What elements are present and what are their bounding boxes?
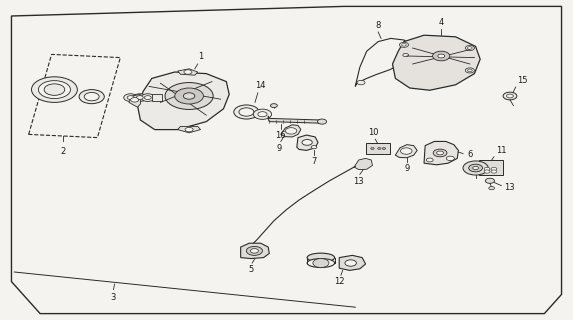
- Circle shape: [311, 146, 317, 149]
- Polygon shape: [11, 6, 562, 314]
- Circle shape: [399, 42, 409, 47]
- Circle shape: [253, 109, 272, 119]
- Circle shape: [382, 148, 386, 149]
- Circle shape: [270, 104, 277, 108]
- Circle shape: [258, 112, 267, 117]
- Circle shape: [79, 90, 104, 104]
- Circle shape: [357, 80, 365, 85]
- Circle shape: [84, 92, 99, 101]
- Circle shape: [127, 96, 134, 100]
- Circle shape: [184, 70, 192, 74]
- Circle shape: [250, 249, 258, 253]
- Circle shape: [185, 127, 193, 132]
- Polygon shape: [339, 255, 366, 270]
- Circle shape: [446, 156, 454, 161]
- Circle shape: [484, 167, 490, 171]
- Polygon shape: [355, 38, 411, 86]
- Circle shape: [473, 166, 478, 170]
- Text: 9: 9: [277, 144, 282, 153]
- Circle shape: [463, 161, 488, 175]
- Circle shape: [378, 148, 381, 149]
- Polygon shape: [268, 116, 321, 123]
- Polygon shape: [393, 35, 480, 90]
- Ellipse shape: [307, 259, 335, 268]
- Circle shape: [44, 84, 65, 95]
- Circle shape: [136, 96, 143, 100]
- Ellipse shape: [307, 253, 335, 262]
- Text: 7: 7: [311, 157, 317, 166]
- Circle shape: [465, 45, 474, 51]
- Circle shape: [485, 178, 494, 183]
- Text: 13: 13: [353, 177, 363, 186]
- Circle shape: [491, 170, 497, 173]
- Circle shape: [124, 94, 138, 101]
- Text: 4: 4: [438, 18, 444, 27]
- Circle shape: [491, 167, 497, 171]
- Text: 3: 3: [111, 293, 116, 302]
- Polygon shape: [281, 125, 301, 137]
- Text: 10: 10: [368, 128, 379, 137]
- Circle shape: [465, 68, 474, 73]
- FancyBboxPatch shape: [366, 143, 390, 154]
- Polygon shape: [129, 94, 140, 107]
- Circle shape: [433, 149, 447, 157]
- Circle shape: [234, 105, 259, 119]
- Circle shape: [144, 96, 151, 100]
- Circle shape: [507, 94, 513, 98]
- Circle shape: [426, 158, 433, 162]
- Circle shape: [317, 119, 327, 124]
- Circle shape: [285, 128, 297, 134]
- Text: 1: 1: [198, 52, 203, 61]
- Circle shape: [433, 51, 450, 61]
- Circle shape: [246, 246, 262, 255]
- Polygon shape: [424, 141, 458, 165]
- Polygon shape: [178, 69, 198, 75]
- Circle shape: [141, 94, 155, 101]
- Circle shape: [32, 77, 77, 102]
- Text: 14: 14: [256, 81, 266, 90]
- Text: 6: 6: [467, 150, 472, 159]
- Text: 12: 12: [334, 277, 344, 286]
- Circle shape: [175, 88, 203, 104]
- Circle shape: [345, 260, 356, 266]
- Polygon shape: [138, 72, 229, 130]
- Polygon shape: [354, 158, 372, 170]
- Circle shape: [401, 148, 412, 154]
- Circle shape: [469, 164, 482, 172]
- Text: 2: 2: [60, 147, 66, 156]
- Circle shape: [503, 92, 517, 100]
- Text: 16: 16: [276, 131, 286, 140]
- Circle shape: [468, 47, 472, 49]
- Circle shape: [403, 53, 409, 57]
- FancyBboxPatch shape: [152, 94, 162, 101]
- Circle shape: [402, 44, 406, 46]
- Circle shape: [371, 148, 374, 149]
- Circle shape: [38, 81, 70, 99]
- Circle shape: [131, 98, 139, 102]
- Circle shape: [484, 170, 490, 173]
- Circle shape: [165, 83, 213, 109]
- Circle shape: [133, 94, 147, 101]
- Polygon shape: [178, 126, 201, 133]
- Polygon shape: [395, 145, 417, 158]
- Circle shape: [437, 151, 444, 155]
- Polygon shape: [241, 243, 269, 259]
- Circle shape: [302, 140, 312, 145]
- Circle shape: [239, 108, 254, 116]
- Text: 11: 11: [496, 146, 506, 155]
- Polygon shape: [297, 135, 318, 150]
- Text: 15: 15: [517, 76, 527, 85]
- Polygon shape: [29, 54, 120, 138]
- Circle shape: [489, 187, 494, 190]
- Text: 5: 5: [248, 265, 254, 274]
- Circle shape: [183, 93, 195, 99]
- Circle shape: [468, 69, 472, 72]
- Circle shape: [438, 54, 445, 58]
- Text: 9: 9: [404, 164, 410, 173]
- FancyBboxPatch shape: [479, 160, 503, 175]
- Text: 13: 13: [504, 183, 515, 192]
- Text: 8: 8: [375, 21, 381, 30]
- Circle shape: [313, 259, 329, 268]
